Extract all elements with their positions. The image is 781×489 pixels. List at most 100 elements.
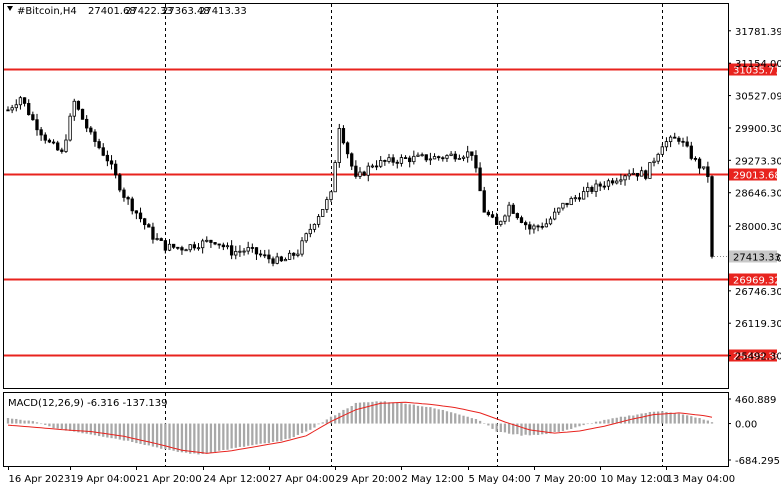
- macd-bar: [135, 423, 138, 444]
- candle-body: [656, 153, 660, 162]
- collapse-triangle-icon[interactable]: [7, 6, 13, 11]
- candle-body: [606, 180, 611, 187]
- macd-bar: [280, 423, 283, 441]
- macd-bar: [681, 414, 685, 424]
- macd-bar: [114, 423, 117, 439]
- macd-bar: [648, 411, 652, 424]
- candle-body: [138, 212, 143, 220]
- macd-axis: 460.889 0.00 -684.295: [728, 395, 780, 467]
- macd-bar: [665, 411, 668, 424]
- current-price-value: 27413.33: [733, 253, 781, 264]
- candle-body: [271, 258, 275, 264]
- macd-bar: [570, 423, 573, 429]
- macd-bar: [449, 412, 453, 424]
- candle-body: [648, 162, 652, 179]
- candle-body: [308, 228, 312, 235]
- candle-body: [370, 165, 375, 168]
- candle-body: [14, 104, 18, 109]
- macd-bar: [623, 416, 627, 424]
- macd-bar: [371, 401, 374, 424]
- macd-bar: [474, 419, 478, 424]
- macd-bar: [445, 411, 449, 424]
- candle-body: [395, 161, 399, 164]
- ohlc-open: 27401.68: [88, 6, 136, 17]
- candle-body: [196, 247, 201, 250]
- candle-body: [47, 139, 52, 143]
- candle-body: [561, 202, 565, 209]
- candle-body: [258, 253, 263, 256]
- candle-body: [275, 256, 279, 264]
- macd-bar: [611, 418, 614, 424]
- macd-bar: [197, 423, 200, 455]
- macd-bar: [151, 423, 155, 447]
- macd-bar: [433, 408, 436, 424]
- macd-bar: [193, 423, 196, 454]
- candle-body: [627, 173, 631, 177]
- candle-body: [358, 171, 362, 177]
- candle-body: [677, 137, 681, 142]
- macd-bar: [11, 418, 14, 424]
- macd-bar: [218, 423, 221, 451]
- price-panel-frame: [3, 3, 729, 389]
- macd-bar: [594, 421, 598, 424]
- candle-body: [590, 186, 594, 192]
- macd-bar: [346, 408, 349, 424]
- candle-body: [631, 172, 635, 175]
- candle-body: [304, 233, 308, 242]
- current-price-tag: [729, 250, 777, 263]
- macd-bar: [557, 423, 560, 432]
- macd-bar: [139, 423, 142, 444]
- macd-bar: [73, 423, 76, 432]
- macd-bar: [15, 418, 18, 424]
- candle-body: [536, 225, 540, 228]
- price-tick-label: 30527.09: [735, 92, 781, 103]
- macd-bar: [702, 419, 705, 424]
- macd-bar: [420, 406, 424, 424]
- candle-body: [254, 247, 259, 255]
- candle-body: [507, 204, 511, 217]
- price-tick-label: 29900.30: [735, 124, 781, 135]
- candle-body: [159, 238, 163, 241]
- macd-bar: [582, 423, 585, 426]
- candle-body: [565, 202, 569, 206]
- macd-signal-line: [7, 401, 713, 454]
- candle-body: [350, 153, 354, 167]
- macd-signal-group: [7, 401, 713, 454]
- macd-bar: [590, 423, 594, 425]
- macd-bar: [694, 417, 697, 424]
- macd-tick-label: 0.00: [735, 420, 757, 431]
- macd-bar: [350, 406, 353, 424]
- macd-bar: [222, 423, 225, 451]
- candle-body: [176, 246, 180, 249]
- price-level-value: 31035.77: [733, 66, 781, 77]
- macd-bar: [404, 403, 407, 424]
- macd-bar: [470, 418, 473, 424]
- symbol-title: #Bitcoin,H4: [17, 6, 77, 17]
- price-level-tag: [729, 349, 777, 362]
- candle-body: [478, 167, 482, 192]
- candle-body: [557, 207, 561, 213]
- candle-body: [192, 244, 196, 249]
- candle-body: [366, 165, 370, 176]
- macd-bar: [255, 423, 258, 445]
- price-axis: 31781.39 31154.00 30527.09 29900.30 29273.30…: [728, 27, 781, 363]
- macd-bar: [118, 423, 121, 440]
- macd-bar: [251, 423, 254, 446]
- candle-body: [466, 151, 470, 158]
- candle-body: [234, 251, 238, 256]
- candle-body: [221, 244, 225, 248]
- candle-body: [540, 225, 544, 228]
- macd-bar: [478, 420, 482, 424]
- macd-bar: [454, 413, 457, 424]
- macd-bar: [201, 423, 204, 455]
- candle-body: [114, 163, 118, 176]
- macd-bar: [39, 423, 43, 425]
- candle-body: [598, 183, 602, 187]
- candle-body: [524, 222, 528, 226]
- macd-bar: [56, 423, 59, 429]
- candle-body: [105, 154, 110, 162]
- candle-body: [151, 226, 155, 240]
- candle-body: [27, 103, 31, 116]
- macd-bar: [160, 423, 163, 449]
- candle-body: [180, 247, 184, 251]
